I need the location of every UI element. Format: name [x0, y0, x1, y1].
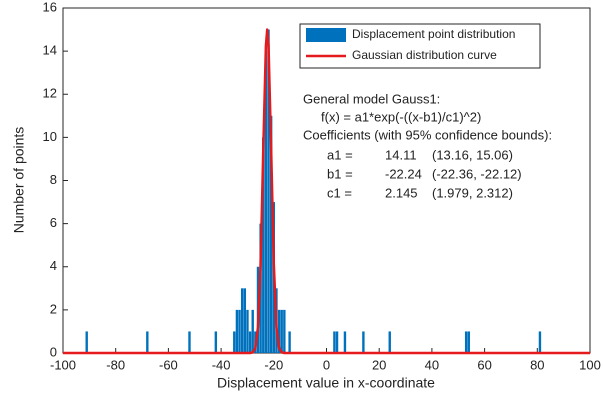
bar: [248, 331, 252, 353]
bar: [343, 331, 347, 353]
bar: [262, 137, 265, 353]
bar: [233, 331, 236, 353]
coeff-name: a1 =: [327, 147, 353, 162]
y-tick-label: 14: [43, 43, 57, 58]
coeff-value: 2.145: [385, 185, 418, 200]
y-tick-label: 12: [43, 86, 57, 101]
bar: [288, 331, 291, 353]
bar: [264, 51, 268, 353]
y-tick-label: 8: [50, 172, 57, 187]
x-tick-label: 100: [579, 357, 601, 372]
coeff-bounds: (-22.36, -22.12): [432, 166, 522, 181]
bar: [335, 331, 339, 353]
x-axis-label: Displacement value in x-coordinate: [217, 375, 435, 391]
curve: [63, 28, 590, 355]
y-axis-label: Number of points: [11, 127, 27, 234]
y-tick-label: 10: [43, 129, 57, 144]
bar: [238, 309, 241, 353]
bar: [240, 288, 244, 353]
y-tick-label: 16: [43, 0, 57, 14]
annotation-heading: General model Gauss1:: [303, 91, 440, 106]
x-tick-label: 20: [372, 357, 386, 372]
x-tick-label: 0: [323, 357, 330, 372]
bar: [362, 331, 365, 353]
x-tick-label: -20: [264, 357, 283, 372]
bar: [214, 331, 218, 353]
y-tick-label: 6: [50, 215, 57, 230]
y-tick-label: 0: [50, 344, 57, 359]
bar: [388, 331, 391, 353]
coeff-bounds: (1.979, 2.312): [432, 185, 513, 200]
bar: [235, 309, 239, 353]
bar: [269, 115, 273, 353]
bar: [85, 331, 88, 353]
bar: [283, 309, 286, 353]
bar: [243, 288, 247, 353]
bar: [464, 331, 468, 353]
coeff-name: c1 =: [327, 185, 352, 200]
coeff-name: b1 =: [327, 166, 353, 181]
bar: [246, 309, 249, 353]
x-tick-label: -40: [212, 357, 231, 372]
x-tick-label: -80: [106, 357, 125, 372]
legend-label: Gaussian distribution curve: [352, 48, 497, 62]
x-tick-label: 40: [425, 357, 439, 372]
x-tick-label: -60: [159, 357, 178, 372]
annotation-formula: f(x) = a1*exp(-((x-b1)/c1)^2): [321, 109, 481, 124]
coeff-value: 14.11: [385, 147, 417, 162]
coeff-bounds: (13.16, 15.06): [432, 147, 513, 162]
legend-label: Displacement point distribution: [352, 27, 515, 41]
bar: [280, 309, 283, 353]
bar: [467, 331, 470, 353]
bar: [188, 331, 191, 353]
bar: [251, 309, 254, 353]
coeff-value: -22.24: [385, 166, 422, 181]
bar: [267, 29, 270, 353]
x-tick-label: 60: [477, 357, 491, 372]
bar: [277, 309, 281, 353]
y-tick-label: 4: [50, 258, 57, 273]
bar: [333, 331, 336, 353]
y-tick-label: 2: [50, 301, 57, 316]
x-tick-label: 80: [530, 357, 544, 372]
x-tick-label: -100: [50, 357, 76, 372]
annotation-coeff-title: Coefficients (with 95% confidence bounds…: [303, 127, 552, 142]
bar: [146, 331, 149, 353]
legend-swatch: [306, 28, 346, 42]
bar: [538, 331, 542, 353]
